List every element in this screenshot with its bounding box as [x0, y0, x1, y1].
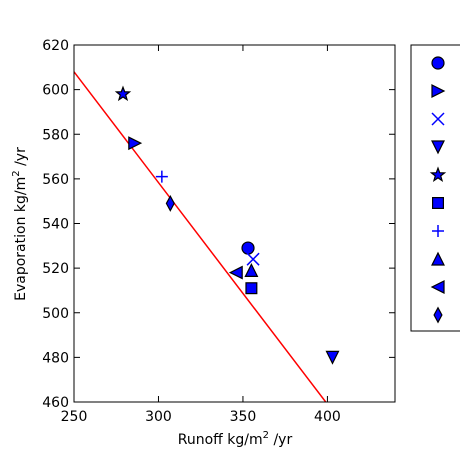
data-point-diamond	[165, 194, 175, 212]
y-tick-label: 600	[42, 83, 69, 99]
x-tick-label: 350	[230, 409, 257, 425]
legend-marker-diamond	[433, 306, 443, 324]
data-point-square	[245, 282, 258, 295]
y-tick-label: 560	[42, 172, 69, 188]
legend	[429, 56, 447, 324]
y-axis-label: Evaporation kg/m2 /yr	[11, 147, 29, 301]
data-point-triangle-up	[244, 263, 259, 277]
data-point-circle	[241, 241, 255, 255]
legend-marker-plus	[432, 225, 444, 237]
x-axis-label-sup: 2	[263, 430, 269, 441]
y-tick-label: 500	[42, 306, 69, 322]
data-point-plus	[155, 170, 168, 183]
fit-line	[74, 71, 327, 402]
legend-marker-triangle-up	[431, 251, 445, 266]
y-tick-label: 620	[42, 38, 69, 54]
y-axis-label-main: Evaporation kg/m	[13, 177, 29, 301]
x-tick-label: 250	[61, 409, 88, 425]
legend-marker-triangle-right	[431, 84, 446, 98]
legend-marker-x	[431, 112, 445, 126]
legend-marker-triangle-left	[430, 280, 445, 294]
y-tick-label: 520	[42, 261, 69, 277]
x-axis-label: Runoff kg/m2 /yr	[178, 430, 293, 448]
x-axis-label-tail: /yr	[269, 432, 292, 448]
y-axis-label-sup: 2	[11, 170, 22, 176]
legend-marker-star	[429, 166, 447, 182]
fit-line-layer	[74, 71, 327, 402]
axis-ticks: 250 300 350 400 460 480 500 520 540 560 580 600 620	[42, 38, 395, 425]
legend-marker-circle	[431, 56, 445, 70]
y-tick-label: 580	[42, 127, 69, 143]
x-tick-label: 300	[145, 409, 172, 425]
data-point-triangle-left	[228, 265, 243, 280]
data-point-triangle-down	[325, 350, 340, 365]
x-tick-label: 400	[314, 409, 341, 425]
legend-marker-triangle-down	[431, 140, 445, 155]
y-axis-label-tail: /yr	[13, 147, 29, 170]
data-point-x	[246, 252, 260, 266]
data-points	[114, 85, 340, 365]
x-axis-label-main: Runoff kg/m	[178, 432, 263, 448]
data-point-triangle-right	[128, 136, 143, 151]
y-tick-label: 540	[42, 217, 69, 233]
legend-marker-square	[432, 197, 445, 210]
plot-frame	[73, 44, 396, 403]
y-tick-label: 480	[42, 350, 69, 366]
data-point-star	[114, 85, 132, 102]
y-tick-label: 460	[42, 395, 69, 411]
